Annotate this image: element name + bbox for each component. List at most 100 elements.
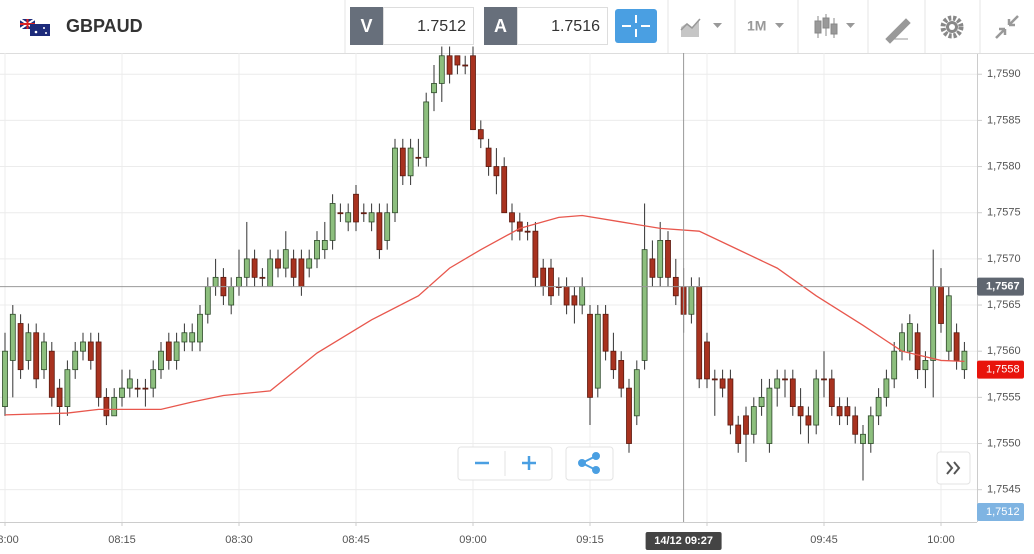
- candle-type-button[interactable]: [814, 14, 855, 38]
- ask-price: 1.7516: [551, 18, 600, 35]
- y-tick-label: 1,7555: [987, 391, 1021, 403]
- candle-body: [275, 258, 281, 269]
- candle-body: [95, 341, 102, 398]
- candle-body: [594, 313, 601, 389]
- candle-body: [212, 276, 219, 287]
- candle-body: [828, 378, 835, 407]
- candle-body: [867, 415, 874, 444]
- candle-body: [407, 147, 414, 177]
- candle-body: [282, 249, 289, 269]
- candle-body: [345, 212, 352, 223]
- chart-type-button[interactable]: [680, 18, 722, 37]
- candle-body: [415, 156, 422, 159]
- share-box: [565, 446, 614, 481]
- candle-body: [87, 341, 94, 361]
- bid-box[interactable]: [383, 7, 474, 45]
- candle-body: [259, 276, 266, 279]
- candle-body: [493, 166, 500, 177]
- candle-body: [119, 387, 125, 398]
- candle-body: [376, 212, 383, 251]
- zoom-in-button[interactable]: [522, 456, 536, 470]
- candle-body: [688, 286, 695, 315]
- candle-body: [914, 332, 921, 371]
- candle-body: [961, 350, 968, 371]
- candle-body: [41, 341, 47, 371]
- draw-button[interactable]: [885, 18, 911, 44]
- candle-body: [899, 332, 905, 352]
- candle-body: [360, 212, 367, 215]
- plot: 1,7545 1,7550 1,7555 1,7560 1,7565 1,7570 1,75…: [0, 46, 1021, 546]
- timeframe[interactable]: 1M: [747, 18, 766, 34]
- candle-body: [103, 396, 110, 417]
- toolbar-separators: [344, 0, 981, 53]
- candle-body: [142, 387, 149, 390]
- candle-body: [579, 286, 586, 306]
- scroll-latest-button[interactable]: [946, 461, 961, 475]
- candle-body: [953, 332, 960, 361]
- candle-body: [329, 203, 336, 241]
- candle-body: [821, 378, 827, 381]
- candle-body: [158, 350, 164, 371]
- moving-average: [4, 214, 965, 416]
- candle-body: [782, 378, 788, 381]
- candle-body: [56, 387, 63, 407]
- scroll-box: [936, 451, 971, 485]
- candle-body: [524, 230, 531, 233]
- bid-price-label: 1,7512: [986, 506, 1020, 518]
- candle-body: [2, 350, 8, 407]
- ask-box[interactable]: [517, 7, 608, 45]
- settings-button[interactable]: [940, 15, 964, 39]
- last-price-box: [977, 360, 1024, 379]
- bid-label: V: [360, 16, 372, 36]
- candle-body: [938, 286, 944, 324]
- overlay: 14/12 09:27 1,7567 1,7558 1,7512: [0, 53, 1024, 550]
- candle-body: [875, 396, 882, 417]
- y-tick-label: 1,7575: [987, 207, 1021, 219]
- x-tick-label: 08:00: [0, 534, 19, 546]
- ask-label: A: [494, 16, 507, 36]
- crosshair-y-box: [977, 277, 1024, 296]
- candle-body: [813, 378, 820, 426]
- candle-body: [563, 286, 570, 306]
- collapse-button[interactable]: [995, 15, 1019, 39]
- x-tick-label: 08:45: [342, 534, 370, 546]
- bid-price: 1.7512: [417, 18, 466, 35]
- candle-body: [399, 147, 406, 177]
- y-tick-label: 1,7545: [987, 484, 1021, 496]
- candle-body: [704, 341, 710, 380]
- candle-body: [111, 396, 118, 417]
- candle-body: [735, 424, 742, 444]
- candle-body: [33, 332, 40, 380]
- candle-body: [789, 378, 796, 407]
- ask-label-box: [484, 7, 517, 45]
- candle-body: [423, 101, 430, 158]
- candle-body: [392, 147, 398, 214]
- x-tick-label: 09:15: [576, 534, 604, 546]
- candle-body: [298, 258, 305, 287]
- zoom-controls: [457, 446, 971, 485]
- candle-body: [719, 378, 726, 389]
- candle-body: [922, 360, 929, 371]
- candle-body: [883, 378, 890, 398]
- candle-body: [750, 406, 757, 435]
- candle-body: [485, 147, 492, 167]
- candle-body: [454, 55, 461, 66]
- candle-body: [930, 286, 937, 361]
- candle-body: [548, 267, 554, 297]
- y-tick-label: 1,7570: [987, 253, 1021, 265]
- candle-body: [711, 378, 718, 381]
- y-tick-label: 1,7560: [987, 345, 1021, 357]
- timeframe-arrow: [775, 23, 784, 28]
- candle-body: [134, 387, 141, 390]
- candle-body: [321, 240, 328, 251]
- candle-body: [267, 258, 274, 287]
- share-button[interactable]: [578, 452, 600, 474]
- crosshair-button[interactable]: [615, 9, 657, 43]
- y-tick-label: 1,7580: [987, 160, 1021, 172]
- last-price-label: 1,7558: [986, 364, 1020, 376]
- candle-body: [618, 360, 625, 389]
- candle-body: [532, 230, 539, 278]
- y-tick-label: 1,7590: [987, 68, 1021, 80]
- candle-body: [9, 313, 16, 361]
